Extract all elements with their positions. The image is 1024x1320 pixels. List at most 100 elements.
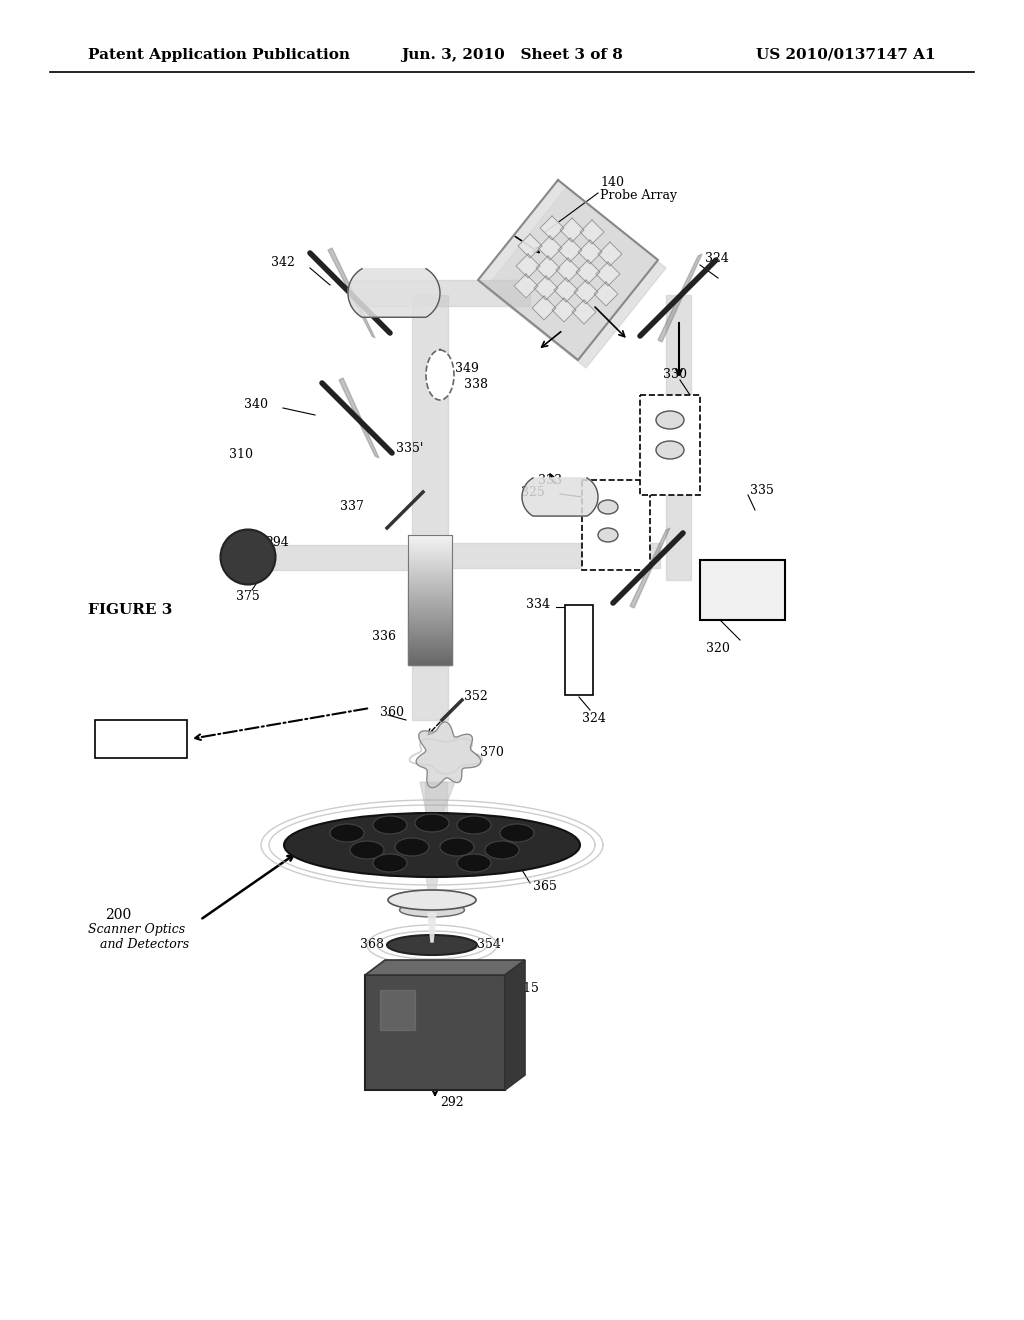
Polygon shape — [408, 546, 452, 549]
Polygon shape — [408, 583, 452, 585]
Polygon shape — [408, 579, 452, 581]
Text: 349: 349 — [455, 362, 479, 375]
Polygon shape — [408, 595, 452, 597]
Ellipse shape — [350, 841, 384, 859]
Ellipse shape — [457, 854, 490, 873]
Polygon shape — [408, 572, 452, 573]
Polygon shape — [408, 645, 452, 647]
Polygon shape — [408, 616, 452, 619]
Polygon shape — [408, 564, 452, 565]
Polygon shape — [348, 269, 440, 317]
Polygon shape — [534, 276, 558, 300]
Polygon shape — [408, 623, 452, 624]
Text: 340: 340 — [244, 399, 268, 412]
Polygon shape — [408, 639, 452, 642]
Polygon shape — [408, 577, 452, 579]
Text: 333: 333 — [538, 474, 562, 487]
Polygon shape — [574, 280, 598, 304]
Polygon shape — [408, 549, 452, 550]
Polygon shape — [408, 653, 452, 655]
Text: 292: 292 — [440, 1097, 464, 1110]
Polygon shape — [408, 601, 452, 603]
Polygon shape — [408, 643, 452, 645]
Polygon shape — [408, 649, 452, 651]
Polygon shape — [350, 280, 530, 306]
Polygon shape — [408, 663, 452, 665]
Polygon shape — [408, 587, 452, 589]
Polygon shape — [556, 257, 580, 282]
Ellipse shape — [656, 411, 684, 429]
Polygon shape — [514, 275, 538, 298]
Polygon shape — [380, 990, 415, 1030]
Text: 368: 368 — [360, 937, 384, 950]
Polygon shape — [408, 553, 452, 554]
Polygon shape — [408, 607, 452, 609]
Polygon shape — [420, 781, 455, 820]
Text: 354: 354 — [379, 833, 403, 846]
Polygon shape — [408, 609, 452, 611]
Text: 200: 200 — [105, 908, 131, 921]
Text: 324: 324 — [705, 252, 729, 265]
Polygon shape — [408, 561, 452, 564]
Polygon shape — [572, 300, 596, 323]
Text: 337: 337 — [340, 500, 364, 513]
Text: 342: 342 — [271, 256, 295, 269]
Bar — [700, 560, 785, 620]
Text: Jun. 3, 2010   Sheet 3 of 8: Jun. 3, 2010 Sheet 3 of 8 — [401, 48, 623, 62]
Polygon shape — [658, 253, 702, 342]
Text: Probe Array: Probe Array — [600, 190, 677, 202]
Ellipse shape — [399, 903, 465, 917]
Ellipse shape — [440, 838, 474, 855]
Ellipse shape — [395, 838, 429, 855]
Text: 380: 380 — [129, 733, 153, 746]
Polygon shape — [408, 627, 452, 630]
Polygon shape — [339, 378, 379, 458]
Polygon shape — [408, 554, 452, 557]
Polygon shape — [408, 612, 452, 615]
Polygon shape — [408, 615, 452, 616]
Polygon shape — [328, 248, 375, 338]
Text: 294: 294 — [265, 536, 289, 549]
Text: 375: 375 — [237, 590, 260, 602]
Polygon shape — [408, 565, 452, 568]
Text: 140: 140 — [600, 177, 624, 190]
Text: US 2010/0137147 A1: US 2010/0137147 A1 — [757, 48, 936, 62]
Bar — [95, 719, 187, 758]
Polygon shape — [408, 635, 452, 638]
Polygon shape — [408, 537, 452, 539]
Polygon shape — [408, 647, 452, 649]
Polygon shape — [408, 539, 452, 541]
Ellipse shape — [457, 816, 490, 834]
Polygon shape — [596, 261, 620, 286]
Text: 360: 360 — [380, 705, 404, 718]
Polygon shape — [560, 218, 584, 242]
Polygon shape — [598, 242, 622, 267]
Polygon shape — [408, 543, 452, 545]
Polygon shape — [449, 543, 660, 568]
Polygon shape — [408, 659, 452, 661]
Ellipse shape — [373, 816, 407, 834]
Text: 320: 320 — [707, 642, 730, 655]
Polygon shape — [408, 631, 452, 634]
Ellipse shape — [485, 841, 519, 859]
Polygon shape — [425, 781, 447, 820]
Polygon shape — [558, 238, 582, 261]
Polygon shape — [552, 298, 575, 322]
Ellipse shape — [387, 935, 477, 954]
Polygon shape — [522, 478, 598, 516]
Polygon shape — [408, 573, 452, 576]
Polygon shape — [580, 220, 604, 244]
Polygon shape — [408, 558, 452, 561]
Polygon shape — [408, 593, 452, 595]
Polygon shape — [486, 187, 666, 368]
Text: 335': 335' — [396, 441, 423, 454]
Polygon shape — [575, 260, 600, 284]
Polygon shape — [415, 813, 449, 895]
Polygon shape — [408, 624, 452, 627]
Polygon shape — [408, 535, 452, 537]
Text: FIGURE 3: FIGURE 3 — [88, 603, 172, 616]
Ellipse shape — [415, 814, 449, 832]
Polygon shape — [578, 240, 602, 264]
Polygon shape — [532, 296, 556, 319]
Polygon shape — [408, 605, 452, 607]
